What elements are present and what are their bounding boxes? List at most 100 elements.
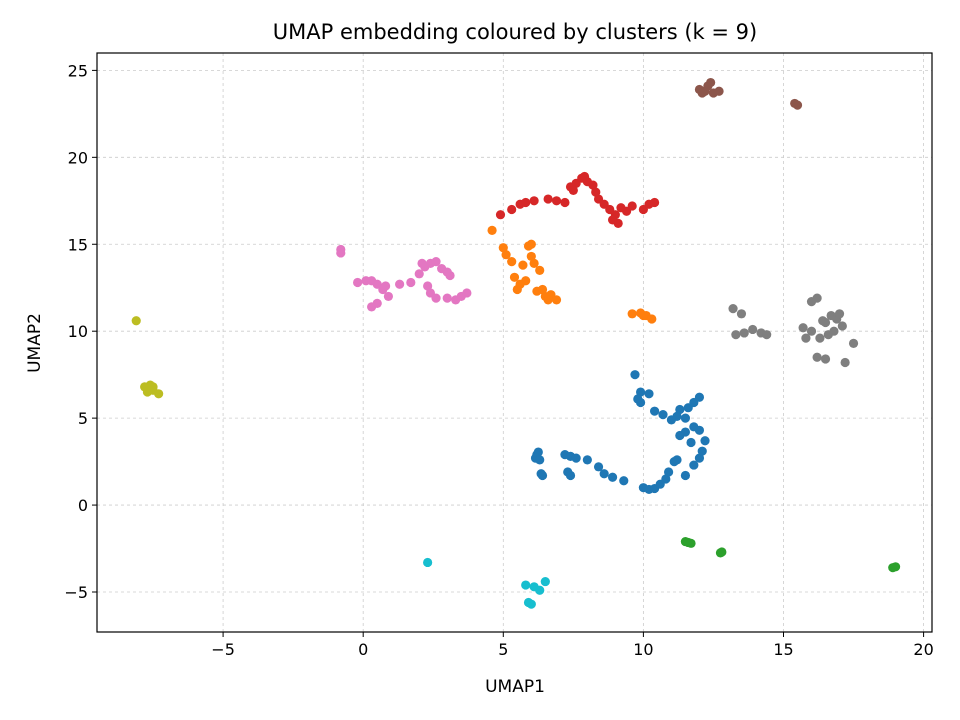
chart-title: UMAP embedding coloured by clusters (k =… xyxy=(273,20,757,44)
x-axis-label: UMAP1 xyxy=(485,677,545,697)
data-point xyxy=(535,455,545,465)
data-point xyxy=(523,597,534,608)
data-point xyxy=(571,453,581,463)
data-point xyxy=(700,436,710,446)
cluster-9-points xyxy=(423,557,550,609)
data-point xyxy=(579,171,590,182)
data-point xyxy=(806,326,817,336)
y-axis-ticks: −5 0 5 10 15 20 25 xyxy=(64,61,97,602)
data-point xyxy=(607,472,618,482)
data-point xyxy=(442,293,452,303)
data-point xyxy=(423,281,433,291)
cluster-1-points xyxy=(487,225,657,324)
data-point xyxy=(599,469,609,479)
data-point xyxy=(551,196,562,206)
data-point xyxy=(834,309,845,319)
data-point xyxy=(630,370,640,380)
data-point xyxy=(154,389,164,399)
data-point xyxy=(792,100,803,110)
data-point xyxy=(829,326,839,336)
data-point xyxy=(565,470,576,481)
data-point xyxy=(848,338,859,348)
data-point xyxy=(588,180,598,190)
data-point xyxy=(664,467,674,477)
data-point xyxy=(381,281,391,291)
cluster-7-points xyxy=(728,293,859,368)
data-point xyxy=(431,293,441,303)
cluster-0-points xyxy=(530,370,710,495)
data-point xyxy=(812,293,822,303)
data-point xyxy=(820,354,831,364)
data-point xyxy=(593,462,604,472)
data-point xyxy=(647,314,657,324)
data-point xyxy=(507,257,517,267)
data-point xyxy=(697,88,707,98)
data-point xyxy=(635,387,646,397)
data-point xyxy=(683,537,693,548)
x-tick-label: −5 xyxy=(211,640,235,659)
cluster-5-points xyxy=(694,77,803,110)
data-point xyxy=(650,197,660,208)
data-point xyxy=(703,81,713,91)
data-point xyxy=(509,272,520,282)
data-point xyxy=(633,394,643,404)
data-point xyxy=(837,321,847,331)
y-tick-label: −5 xyxy=(64,583,88,602)
data-point xyxy=(627,309,637,319)
data-point xyxy=(131,316,141,326)
data-point xyxy=(680,470,691,481)
data-point xyxy=(526,239,536,249)
data-point xyxy=(543,194,553,204)
cluster-2-points xyxy=(680,536,901,573)
x-tick-label: 10 xyxy=(633,640,653,659)
data-point xyxy=(675,430,685,441)
data-point xyxy=(818,316,828,326)
data-point xyxy=(540,576,550,587)
data-point xyxy=(812,352,822,362)
data-point xyxy=(801,333,811,343)
data-point xyxy=(423,557,433,568)
data-point xyxy=(537,470,548,481)
data-point xyxy=(414,269,424,279)
cluster-8-points xyxy=(131,316,164,399)
data-point xyxy=(736,309,747,319)
data-point xyxy=(627,201,637,211)
y-axis-label: UMAP2 xyxy=(25,313,45,373)
data-point xyxy=(526,251,536,262)
data-point xyxy=(748,324,758,335)
data-point xyxy=(715,548,726,558)
data-point xyxy=(543,295,553,305)
data-point xyxy=(383,291,394,302)
data-point xyxy=(529,258,539,268)
data-point xyxy=(658,410,668,420)
data-point xyxy=(535,585,545,595)
data-point xyxy=(336,248,346,258)
x-tick-label: 15 xyxy=(773,640,793,659)
data-point xyxy=(582,455,592,465)
data-point xyxy=(694,453,705,463)
data-point xyxy=(666,415,677,425)
data-point xyxy=(728,303,738,314)
data-point xyxy=(739,328,749,338)
data-point xyxy=(815,333,825,343)
data-point xyxy=(529,196,539,206)
data-point xyxy=(638,310,648,321)
x-tick-label: 0 xyxy=(358,640,368,659)
data-point xyxy=(714,86,724,96)
data-point xyxy=(619,476,629,486)
cluster-6-points xyxy=(336,244,472,312)
y-tick-label: 25 xyxy=(68,61,88,80)
data-point xyxy=(148,382,158,392)
gridlines xyxy=(97,53,932,632)
plot-frame xyxy=(96,52,933,633)
data-point xyxy=(515,279,525,289)
data-point xyxy=(672,455,682,465)
data-point xyxy=(675,404,685,415)
data-point xyxy=(697,446,707,456)
data-point xyxy=(537,284,548,295)
data-point xyxy=(417,258,427,268)
data-point xyxy=(521,197,531,208)
data-point xyxy=(890,562,901,572)
y-tick-label: 0 xyxy=(78,496,88,515)
